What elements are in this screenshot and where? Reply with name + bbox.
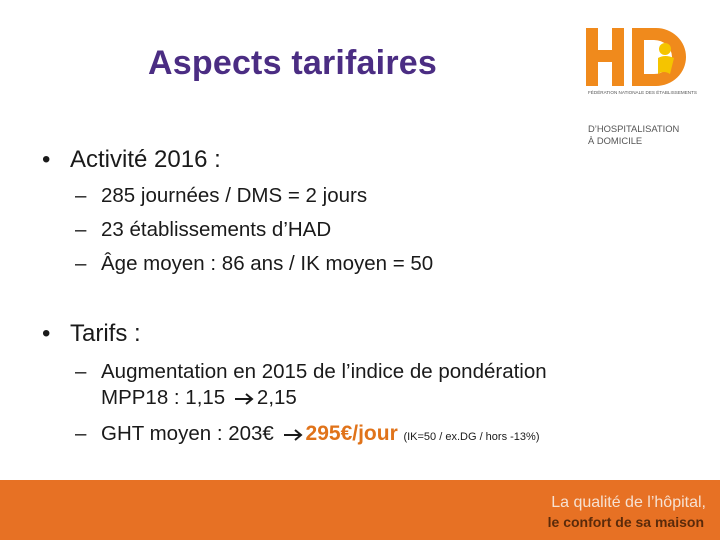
sub-item-text: 2,15	[256, 386, 297, 409]
sub-item-continuation: MPP18 : 1,15 2,15	[101, 386, 297, 410]
bullet-tarifs: • Tarifs :	[42, 320, 141, 348]
bullet-label: Tarifs :	[70, 320, 141, 347]
bullet-activite: • Activité 2016 :	[42, 146, 221, 174]
highlighted-price: 295€/jour	[305, 422, 398, 445]
hd-logo: FÉDÉRATION NATIONALE DES ÉTABLISSEMENTS …	[586, 28, 698, 146]
dash-marker: –	[75, 422, 87, 445]
sub-item: – Âge moyen : 86 ans / IK moyen = 50	[75, 252, 433, 276]
bullet-dot: •	[42, 146, 51, 173]
sub-item-text: Augmentation en 2015 de l’indice de pond…	[101, 360, 547, 383]
bullet-dot: •	[42, 320, 51, 347]
footer-band	[0, 480, 720, 540]
sub-item-text: GHT moyen : 203€	[101, 422, 274, 445]
bullet-label: Activité 2016 :	[70, 146, 221, 173]
arrow-right-icon	[234, 392, 254, 405]
sub-item: – Augmentation en 2015 de l’indice de pon…	[75, 360, 547, 384]
sub-item: –23 établissements d’HAD	[75, 218, 331, 242]
dash-marker: –	[75, 184, 87, 207]
sub-item: –285 journées / DMS = 2 jours	[75, 184, 367, 208]
footer-slogan-line-1: La qualité de l’hôpital,	[551, 494, 706, 511]
dash-marker: –	[75, 218, 87, 241]
sub-item: – GHT moyen : 203€ 295€/jour (IK=50 / ex.…	[75, 422, 539, 446]
sub-item-text: Âge moyen : 86 ans / IK moyen = 50	[101, 252, 434, 275]
slide-title: Aspects tarifaires	[148, 44, 437, 82]
logo-federation-text: FÉDÉRATION NATIONALE DES ÉTABLISSEMENTS	[588, 90, 697, 95]
price-note: (IK=50 / ex.DG / hors -13%)	[403, 431, 540, 443]
sub-item-text: 285 journées / DMS = 2 jours	[101, 184, 368, 207]
hd-logo-mark	[586, 28, 686, 86]
footer-slogan-line-2: le confort de sa maison	[547, 514, 704, 530]
dash-marker: –	[75, 252, 87, 275]
logo-line-2: À DOMICILE	[588, 135, 643, 146]
dash-marker: –	[75, 360, 87, 383]
arrow-right-icon	[283, 428, 303, 441]
sub-item-text: MPP18 : 1,15	[101, 386, 226, 409]
sub-item-text: 23 établissements d’HAD	[101, 218, 332, 241]
logo-line-1: D’HOSPITALISATION	[588, 123, 680, 134]
